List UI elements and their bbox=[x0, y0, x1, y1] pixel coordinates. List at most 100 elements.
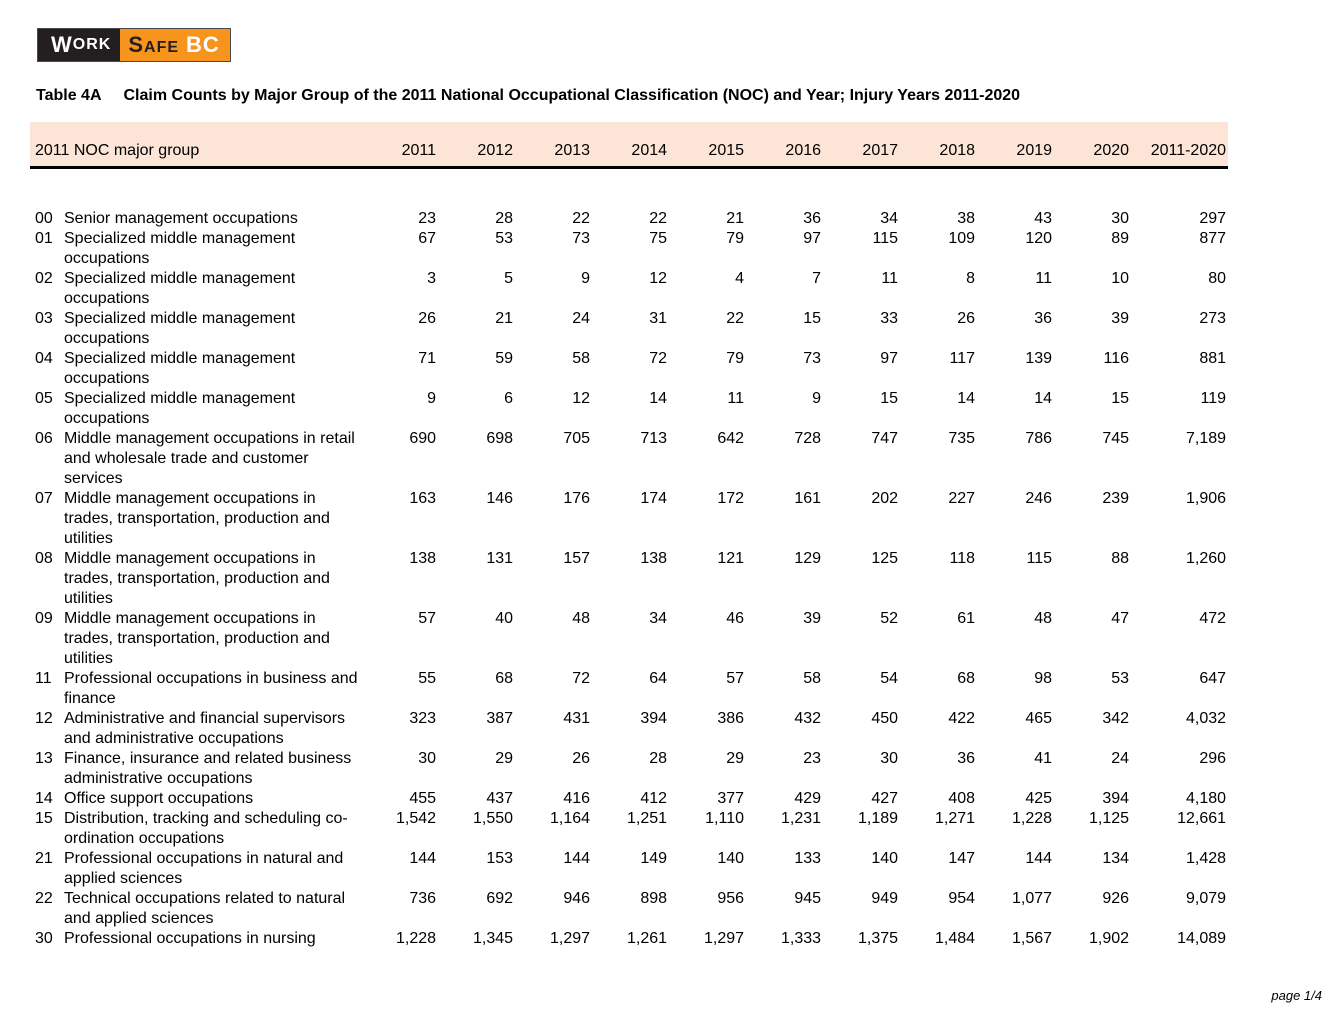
row-value: 747 bbox=[871, 430, 899, 447]
row-value: 133 bbox=[794, 850, 822, 867]
row-description: Middle management occupations in trades,… bbox=[64, 490, 330, 547]
row-value: 73 bbox=[803, 350, 822, 367]
row-value: 728 bbox=[794, 430, 822, 447]
row-value: 431 bbox=[563, 710, 591, 727]
row-value: 323 bbox=[409, 710, 437, 727]
row-value: 36 bbox=[957, 750, 976, 767]
row-value: 7 bbox=[812, 270, 822, 287]
row-value: 68 bbox=[495, 670, 514, 687]
table-row: 06 Middle management occupations in retai… bbox=[30, 429, 1228, 489]
row-value: 72 bbox=[572, 670, 591, 687]
row-value: 1,297 bbox=[703, 930, 745, 947]
row-value: 163 bbox=[409, 490, 437, 507]
row-description: Specialized middle management occupation… bbox=[64, 310, 296, 347]
row-description: Professional occupations in nursing bbox=[64, 930, 316, 947]
row-value: 698 bbox=[486, 430, 514, 447]
row-value: 109 bbox=[948, 230, 976, 247]
row-value: 745 bbox=[1102, 430, 1130, 447]
col-header-2015: 2015 bbox=[668, 122, 746, 169]
row-value: 11 bbox=[727, 390, 745, 407]
row-code: 01 bbox=[35, 230, 53, 247]
row-value: 97 bbox=[880, 350, 899, 367]
row-value: 138 bbox=[640, 550, 668, 567]
row-value: 71 bbox=[418, 350, 437, 367]
row-value: 437 bbox=[486, 790, 514, 807]
row-value: 28 bbox=[495, 210, 514, 227]
row-code: 15 bbox=[35, 810, 53, 827]
worksafebc-logo: W ORK SAFE BC bbox=[37, 28, 231, 62]
row-value: 115 bbox=[872, 230, 899, 247]
row-value: 12 bbox=[572, 390, 591, 407]
row-value: 926 bbox=[1102, 890, 1130, 907]
col-header-2018: 2018 bbox=[899, 122, 977, 169]
row-value: 58 bbox=[572, 350, 591, 367]
table-row: 14 Office support occupations 455 437 416 412… bbox=[30, 789, 1228, 809]
row-value: 432 bbox=[794, 710, 822, 727]
row-code: 06 bbox=[35, 430, 53, 447]
row-value: 472 bbox=[1199, 610, 1227, 627]
row-value: 14 bbox=[649, 390, 668, 407]
row-value: 949 bbox=[871, 890, 899, 907]
table-row: 09 Middle management occupations in trade… bbox=[30, 609, 1228, 669]
row-value: 22 bbox=[572, 210, 591, 227]
row-value: 33 bbox=[880, 310, 899, 327]
row-value: 1,228 bbox=[1011, 810, 1053, 827]
row-value: 690 bbox=[409, 430, 437, 447]
row-value: 1,189 bbox=[857, 810, 899, 827]
row-value: 9 bbox=[812, 390, 822, 407]
row-value: 26 bbox=[418, 310, 437, 327]
row-value: 174 bbox=[640, 490, 668, 507]
row-value: 26 bbox=[572, 750, 591, 767]
row-value: 75 bbox=[649, 230, 668, 247]
row-value: 1,251 bbox=[626, 810, 668, 827]
row-value: 4,032 bbox=[1185, 710, 1227, 727]
row-value: 97 bbox=[803, 230, 822, 247]
row-value: 30 bbox=[1111, 210, 1130, 227]
row-value: 455 bbox=[409, 790, 437, 807]
col-header-2011: 2011 bbox=[360, 122, 438, 169]
row-value: 1,484 bbox=[934, 930, 976, 947]
row-value: 34 bbox=[880, 210, 899, 227]
row-code: 05 bbox=[35, 390, 53, 407]
row-value: 1,077 bbox=[1011, 890, 1053, 907]
logo-work-text: W bbox=[51, 32, 73, 57]
row-code: 30 bbox=[35, 930, 53, 947]
row-value: 1,110 bbox=[705, 810, 745, 827]
row-value: 55 bbox=[418, 670, 437, 687]
row-value: 1,567 bbox=[1011, 930, 1053, 947]
row-value: 116 bbox=[1103, 350, 1130, 367]
row-value: 4 bbox=[735, 270, 745, 287]
row-value: 30 bbox=[880, 750, 899, 767]
row-description: Middle management occupations in trades,… bbox=[64, 610, 330, 667]
row-value: 1,125 bbox=[1088, 810, 1130, 827]
row-value: 98 bbox=[1034, 670, 1053, 687]
row-value: 1,333 bbox=[780, 930, 822, 947]
row-value: 23 bbox=[803, 750, 822, 767]
row-value: 1,228 bbox=[395, 930, 437, 947]
row-value: 73 bbox=[572, 230, 591, 247]
row-value: 954 bbox=[948, 890, 976, 907]
row-value: 246 bbox=[1025, 490, 1053, 507]
row-value: 172 bbox=[717, 490, 745, 507]
row-code: 09 bbox=[35, 610, 53, 627]
row-value: 31 bbox=[649, 310, 668, 327]
row-code: 07 bbox=[35, 490, 53, 507]
row-value: 9 bbox=[581, 270, 591, 287]
row-value: 12 bbox=[649, 270, 668, 287]
row-value: 5 bbox=[504, 270, 514, 287]
row-value: 24 bbox=[572, 310, 591, 327]
row-code: 11 bbox=[35, 670, 52, 687]
row-value: 134 bbox=[1102, 850, 1130, 867]
row-value: 139 bbox=[1025, 350, 1053, 367]
logo-bc-text: BC bbox=[186, 32, 220, 57]
row-description: Specialized middle management occupation… bbox=[64, 350, 296, 387]
row-value: 429 bbox=[794, 790, 822, 807]
row-value: 39 bbox=[803, 610, 822, 627]
row-value: 427 bbox=[871, 790, 899, 807]
row-value: 59 bbox=[495, 350, 514, 367]
row-value: 377 bbox=[717, 790, 745, 807]
row-value: 147 bbox=[948, 850, 976, 867]
page-number: page 1/4 bbox=[1271, 988, 1322, 1003]
col-header-2016: 2016 bbox=[745, 122, 823, 169]
row-value: 48 bbox=[1034, 610, 1053, 627]
